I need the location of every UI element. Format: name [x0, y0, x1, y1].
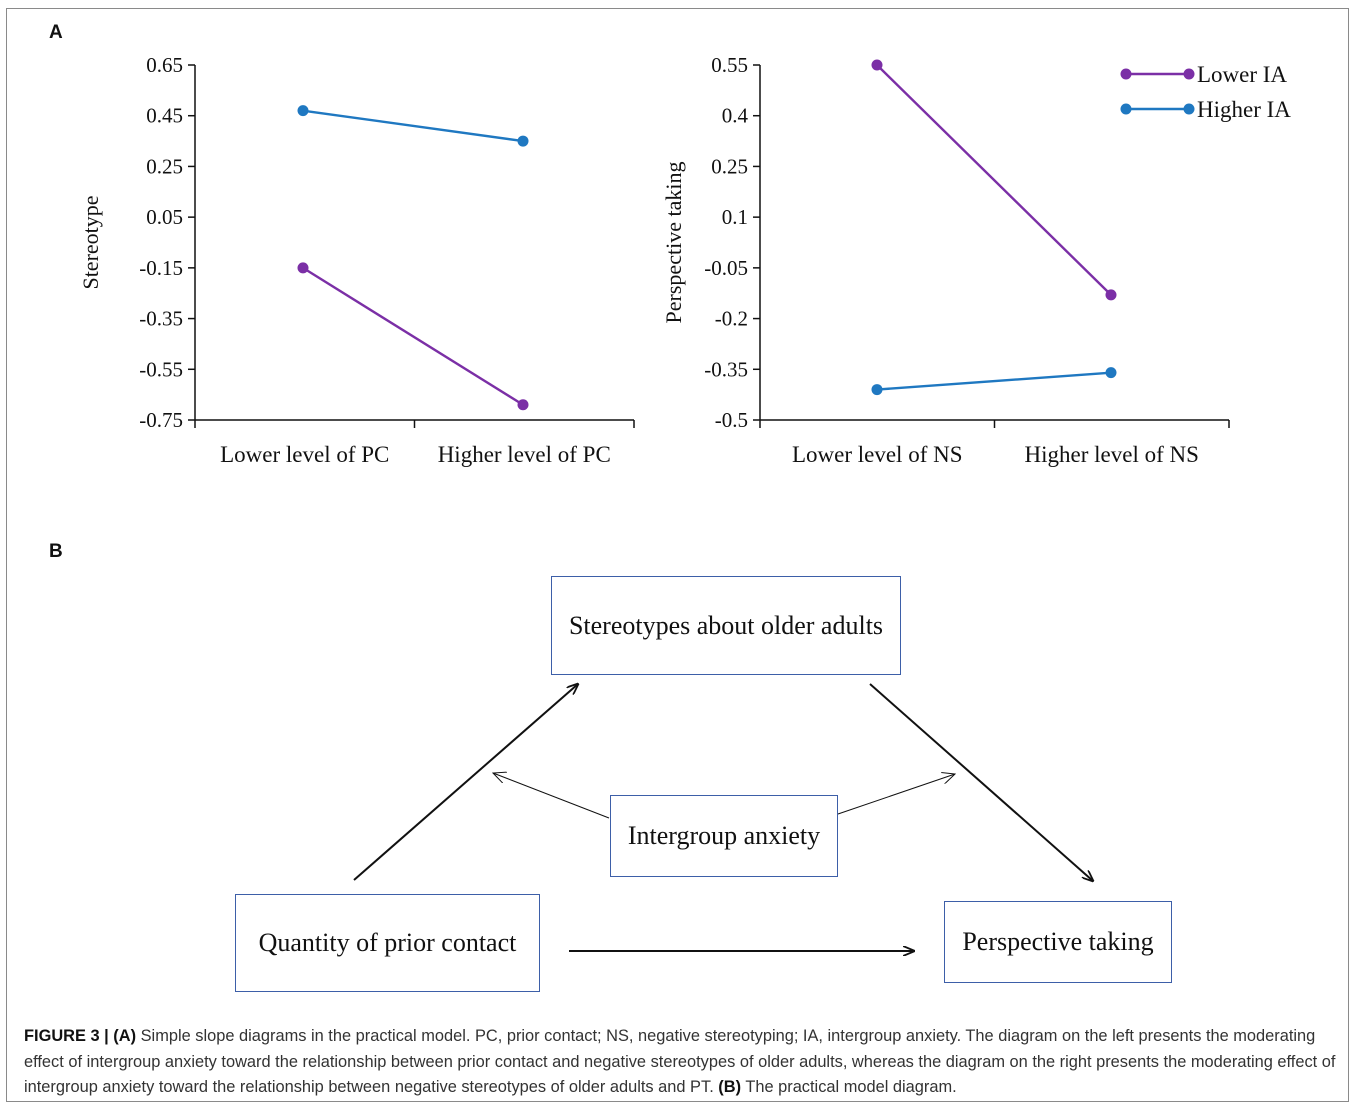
prior-contact-box: Quantity of prior contact	[235, 894, 540, 992]
caption-figure-label: FIGURE 3 |	[24, 1027, 114, 1045]
x-category-label: Lower level of NS	[792, 442, 963, 467]
stereotype-chart: 0.65 0.45 0.25 0.05 -0.15 -0.35 -0.55 -0.75 Lowe…	[78, 53, 635, 467]
data-point	[1105, 367, 1117, 379]
series-line	[876, 64, 1112, 296]
data-point	[297, 105, 309, 117]
series-line	[302, 109, 524, 143]
x-category-label: Higher level of NS	[1025, 442, 1199, 467]
y-tick-label: 0.45	[146, 104, 183, 128]
y-tick-label: -0.55	[139, 357, 183, 381]
y-tick-label: 0.25	[711, 154, 748, 178]
anxiety-moderation-left-arrow	[493, 773, 610, 819]
figure-frame	[6, 8, 1349, 1102]
data-point	[297, 262, 309, 274]
legend-marker	[1183, 68, 1195, 80]
caption-a-label: (A)	[113, 1027, 137, 1045]
y-tick-label: 0.05	[146, 205, 183, 229]
data-point	[517, 135, 529, 147]
data-point	[1105, 289, 1117, 301]
y-tick-label: 0.4	[722, 104, 749, 128]
y-tick-label: -0.5	[715, 408, 748, 432]
y-tick-label: 0.1	[722, 205, 748, 229]
data-point	[517, 399, 529, 411]
legend-marker	[1120, 68, 1132, 80]
panel-a-label: A	[49, 22, 63, 43]
contact-to-stereotypes-arrow	[353, 684, 578, 881]
y-axis-label: Stereotype	[78, 195, 103, 289]
y-tick-label: -0.35	[139, 307, 183, 331]
legend-marker	[1120, 103, 1132, 115]
data-point	[871, 384, 883, 396]
y-tick-label: -0.35	[704, 357, 748, 381]
series-line	[876, 371, 1112, 391]
caption-b-label: (B)	[718, 1078, 742, 1096]
legend-label: Higher IA	[1197, 97, 1291, 122]
stereotypes-to-perspective-arrow	[869, 683, 1093, 881]
data-point	[871, 59, 883, 71]
y-tick-label: -0.2	[715, 307, 748, 331]
panel-b-label: B	[49, 541, 63, 562]
y-axis-label: Perspective taking	[661, 162, 686, 324]
y-tick-label: 0.25	[146, 154, 183, 178]
perspective-taking-chart: 0.55 0.4 0.25 0.1 -0.05 -0.2 -0.35 -0.5 Lower le…	[661, 53, 1291, 467]
x-category-label: Lower level of PC	[220, 442, 389, 467]
intergroup-anxiety-box: Intergroup anxiety	[610, 795, 838, 877]
slope-charts: 0.65 0.45 0.25 0.05 -0.15 -0.35 -0.55 -0.75 Lowe…	[78, 53, 1291, 467]
y-tick-label: 0.55	[711, 53, 748, 77]
legend-marker	[1183, 103, 1195, 115]
caption-text-b: The practical model diagram.	[741, 1078, 957, 1096]
anxiety-moderation-right-arrow	[837, 774, 955, 815]
perspective-taking-box: Perspective taking	[944, 901, 1172, 983]
series-line	[302, 266, 524, 406]
y-tick-label: -0.15	[139, 256, 183, 280]
legend-label: Lower IA	[1197, 62, 1287, 87]
y-tick-label: -0.75	[139, 408, 183, 432]
stereotypes-box: Stereotypes about older adults	[551, 576, 901, 675]
caption-text-a: Simple slope diagrams in the practical m…	[24, 1027, 1336, 1096]
x-category-label: Higher level of PC	[438, 442, 611, 467]
y-tick-label: 0.65	[146, 53, 183, 77]
y-tick-label: -0.05	[704, 256, 748, 280]
figure-caption: FIGURE 3 | (A) Simple slope diagrams in …	[24, 1024, 1339, 1101]
